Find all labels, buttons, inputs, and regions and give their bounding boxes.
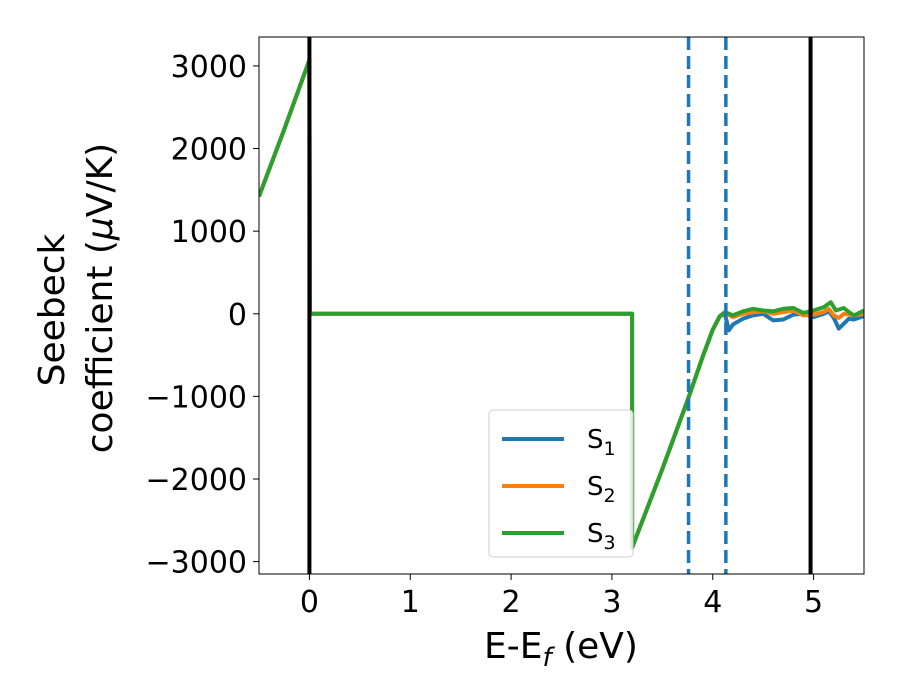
y-axis-title-mu: μ — [80, 217, 121, 241]
y-axis-title-prefix: coefficient ( — [80, 240, 121, 453]
y-tick-label: 3000 — [171, 50, 247, 85]
legend-box — [488, 409, 634, 558]
vline-layer — [307, 37, 813, 574]
x-tick-label: 4 — [703, 585, 722, 620]
x-tick-label: 0 — [300, 585, 319, 620]
x-axis-title-main: E-E — [484, 626, 542, 667]
y-axis-title-line2: coefficient (μV/K) — [80, 143, 121, 453]
x-tick-label: 5 — [804, 585, 823, 620]
y-tick-label: −1000 — [146, 380, 247, 415]
y-axis-ticks: 3000 2000 1000 0 −1000 −2000 −3000 — [146, 50, 259, 581]
y-axis-title-unit: V/K) — [80, 143, 121, 217]
y-tick-label: −2000 — [146, 463, 247, 498]
legend-label-3: S3 — [587, 519, 616, 554]
legend-label-1: S1 — [587, 425, 616, 460]
y-tick-label: 0 — [228, 298, 247, 333]
x-axis-title-unit: (eV) — [552, 626, 638, 667]
plot-frame — [258, 36, 865, 575]
y-tick-label: 2000 — [171, 133, 247, 168]
legend: S1 S2 S3 — [488, 409, 634, 558]
y-tick-label: −3000 — [146, 546, 247, 581]
y-axis-title-line1: Seebeck — [32, 233, 73, 386]
x-tick-label: 1 — [401, 585, 420, 620]
x-tick-label: 2 — [502, 585, 521, 620]
legend-entries: S1 S2 S3 — [502, 425, 616, 554]
x-axis-title: E-Ef (eV) — [484, 626, 638, 673]
legend-label-2: S2 — [587, 472, 616, 507]
x-tick-label: 3 — [602, 585, 621, 620]
y-tick-label: 1000 — [171, 215, 247, 250]
x-axis-ticks: 0 1 2 3 4 5 — [300, 574, 823, 620]
